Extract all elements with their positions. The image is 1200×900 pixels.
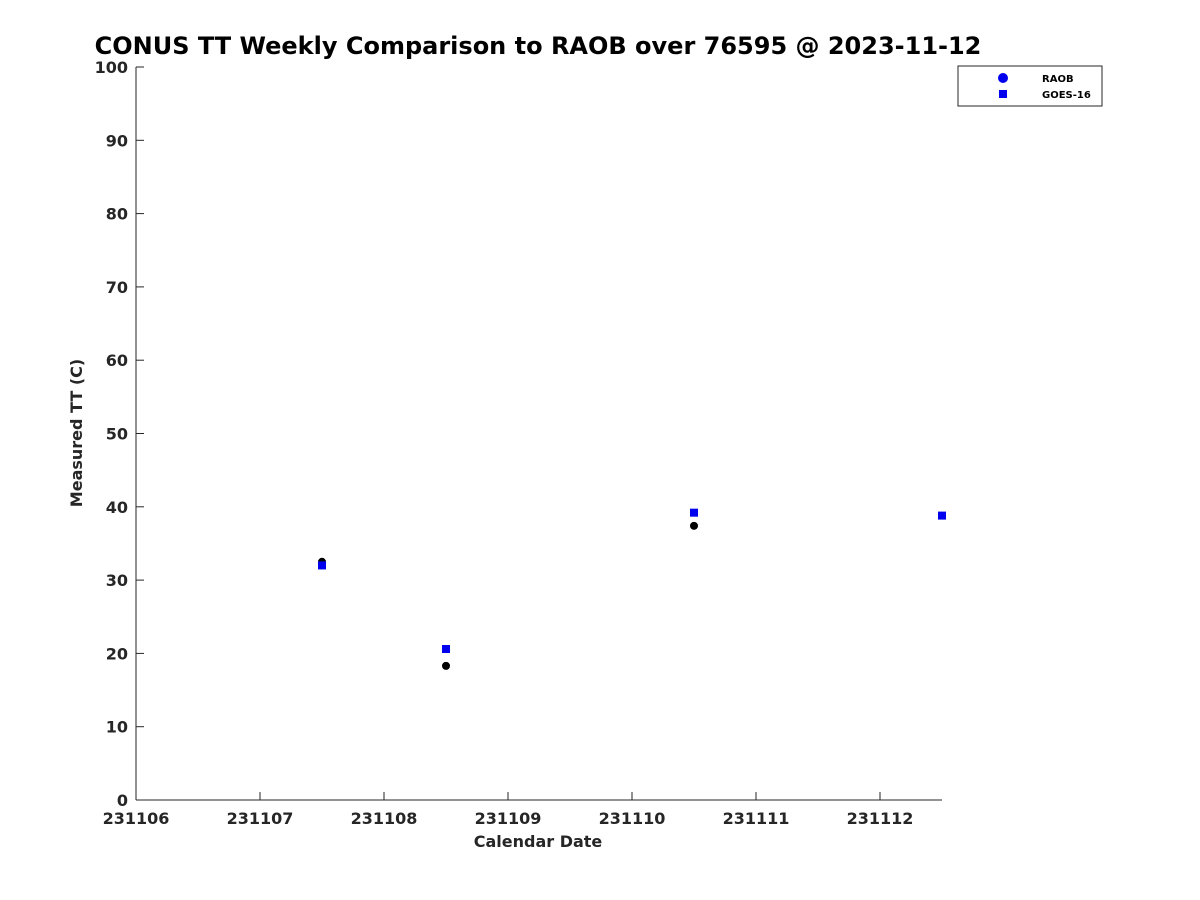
raob-point xyxy=(690,521,698,530)
x-tick-label: 231107 xyxy=(227,809,294,828)
goes-16-point xyxy=(938,511,946,520)
x-axis-label: Calendar Date xyxy=(474,832,603,851)
y-tick-label: 50 xyxy=(106,425,128,444)
legend: RAOB GOES-16 xyxy=(957,65,1103,107)
x-tick-label: 231108 xyxy=(351,809,418,828)
y-tick-label: 100 xyxy=(95,58,128,77)
y-tick-label: 0 xyxy=(117,791,128,810)
y-tick-label: 20 xyxy=(106,644,128,663)
y-tick-label: 80 xyxy=(106,205,128,224)
legend-goes-16-marker xyxy=(999,90,1007,98)
legend-raob-label: RAOB xyxy=(1042,74,1074,85)
y-tick-label: 60 xyxy=(106,351,128,370)
y-tick-label: 70 xyxy=(106,278,128,297)
legend-box xyxy=(957,65,1103,107)
x-tick-label: 231112 xyxy=(847,809,914,828)
x-tick-label: 231111 xyxy=(723,809,790,828)
raob-point xyxy=(442,661,450,670)
plot-axes: 0 10 20 30 40 50 60 70 80 90 100 231106 231107 231108… xyxy=(95,58,942,828)
x-tick-label: 231110 xyxy=(599,809,666,828)
chart-title: CONUS TT Weekly Comparison to RAOB over … xyxy=(95,32,982,60)
y-tick-label: 90 xyxy=(106,131,128,150)
y-tick-label: 30 xyxy=(106,571,128,590)
data-points xyxy=(318,508,946,670)
x-tick-label: 231109 xyxy=(475,809,542,828)
legend-goes-16-label: GOES-16 xyxy=(1042,90,1091,101)
goes-16-point xyxy=(318,561,326,570)
y-axis-label: Measured TT (C) xyxy=(67,359,86,507)
legend-raob-marker xyxy=(998,73,1008,83)
x-tick-label: 231106 xyxy=(103,809,170,828)
goes-16-point xyxy=(442,645,450,654)
goes-16-point xyxy=(690,508,698,517)
y-tick-label: 40 xyxy=(106,498,128,517)
y-tick-label: 10 xyxy=(106,718,128,737)
